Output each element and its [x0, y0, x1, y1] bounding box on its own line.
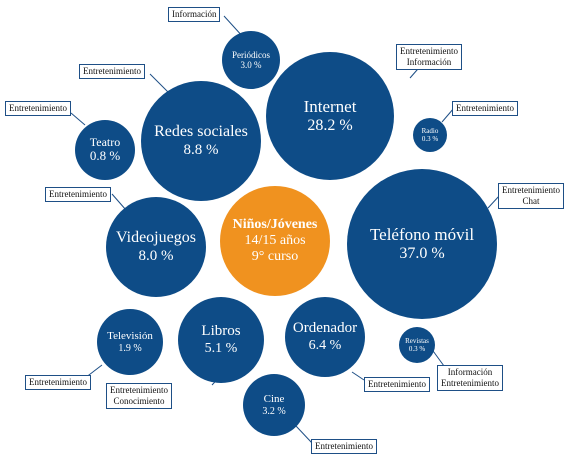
connector-cine: [295, 425, 313, 444]
bubble-periodicos: Periódicos 3.0 %: [222, 31, 280, 89]
tag-text: Chat: [522, 196, 540, 206]
bubble-value: 8.8 %: [183, 141, 219, 158]
tag-text: Información: [447, 367, 493, 377]
tag-teatro: Entretenimiento: [5, 101, 71, 116]
bubble-label: Teatro: [89, 134, 121, 149]
bubble-value: 0.3 %: [408, 345, 426, 353]
tag-text: Entretenimiento: [441, 378, 499, 388]
bubble-value: 5.1 %: [204, 340, 238, 356]
bubble-value: 6.4 %: [308, 337, 342, 353]
tag-text: Entretenimiento: [49, 189, 107, 199]
tag-text: Entretenimiento: [315, 441, 373, 451]
tag-periodicos: Información: [168, 7, 221, 22]
bubble-label: Internet: [303, 97, 357, 117]
bubble-teatro: Teatro 0.8 %: [75, 120, 135, 180]
tag-redes-sociales: Entretenimiento: [79, 64, 145, 79]
bubble-value: 1.9 %: [118, 342, 142, 354]
tag-radio: Entretenimiento: [452, 101, 518, 116]
tag-telefono-movil: Entretenimiento Chat: [498, 183, 564, 209]
bubble-libros: Libros 5.1 %: [178, 297, 264, 383]
tag-television: Entretenimiento: [25, 375, 91, 390]
bubble-videojuegos: Videojuegos 8.0 %: [106, 197, 206, 297]
bubble-cine: Cine 3.2 %: [243, 374, 305, 436]
bubble-label: Radio: [421, 126, 439, 135]
connector-ordenador: [351, 371, 365, 381]
bubble-value: 3.2 %: [262, 405, 286, 417]
tag-text: Información: [406, 57, 452, 67]
tag-text: Entretenimiento: [110, 385, 168, 395]
tag-text: Entretenimiento: [29, 377, 87, 387]
bubble-radio: Radio 0.3 %: [413, 118, 447, 152]
tag-text: Entretenimiento: [400, 46, 458, 56]
bubble-value: 8.0 %: [138, 247, 174, 264]
center-grade: 9° curso: [251, 249, 299, 265]
bubble-label: Periódicos: [232, 49, 270, 60]
bubble-ordenador: Ordenador 6.4 %: [285, 297, 365, 377]
tag-ordenador: Entretenimiento: [364, 377, 430, 392]
bubble-ninos-jovenes: Niños/Jóvenes 14/15 años 9° curso: [220, 186, 330, 296]
tag-text: Información: [172, 9, 217, 19]
bubble-label: Cine: [263, 392, 285, 405]
bubble-value: 0.8 %: [89, 148, 121, 164]
tag-text: Conocimiento: [113, 396, 165, 406]
center-title: Niños/Jóvenes: [232, 216, 318, 232]
bubble-label: Videojuegos: [116, 229, 196, 247]
tag-text: Entretenimiento: [456, 103, 514, 113]
bubble-internet: Internet 28.2 %: [266, 52, 394, 180]
bubble-value: 28.2 %: [307, 116, 353, 134]
bubble-label: Ordenador: [292, 320, 358, 337]
tag-text: Entretenimiento: [502, 185, 560, 195]
tag-libros: Entretenimiento Conocimiento: [106, 383, 172, 409]
tag-text: Entretenimiento: [83, 66, 141, 76]
tag-cine: Entretenimiento: [311, 439, 377, 454]
bubble-label: Teléfono móvil: [369, 225, 475, 245]
connector-teatro: [70, 112, 86, 126]
bubble-revistas: Revistas 0.3 %: [399, 327, 435, 363]
bubble-television: Televisión 1.9 %: [97, 309, 163, 375]
bubble-label: Televisión: [107, 329, 153, 342]
tag-text: Entretenimiento: [368, 379, 426, 389]
bubble-value: 0.3 %: [421, 135, 439, 143]
tag-internet: Entretenimiento Información: [396, 44, 462, 70]
center-age: 14/15 años: [244, 232, 306, 248]
tag-videojuegos: Entretenimiento: [45, 187, 111, 202]
bubble-redes-sociales: Redes sociales 8.8 %: [141, 81, 261, 201]
bubble-label: Revistas: [405, 336, 429, 345]
tag-revistas: Información Entretenimiento: [437, 365, 503, 391]
tag-text: Entretenimiento: [9, 103, 67, 113]
bubble-telefono-movil: Teléfono móvil 37.0 %: [347, 169, 497, 319]
bubble-value: 37.0 %: [399, 244, 445, 262]
bubble-value: 3.0 %: [240, 60, 262, 70]
bubble-label: Libros: [201, 323, 241, 340]
bubble-label: Redes sociales: [154, 123, 248, 141]
